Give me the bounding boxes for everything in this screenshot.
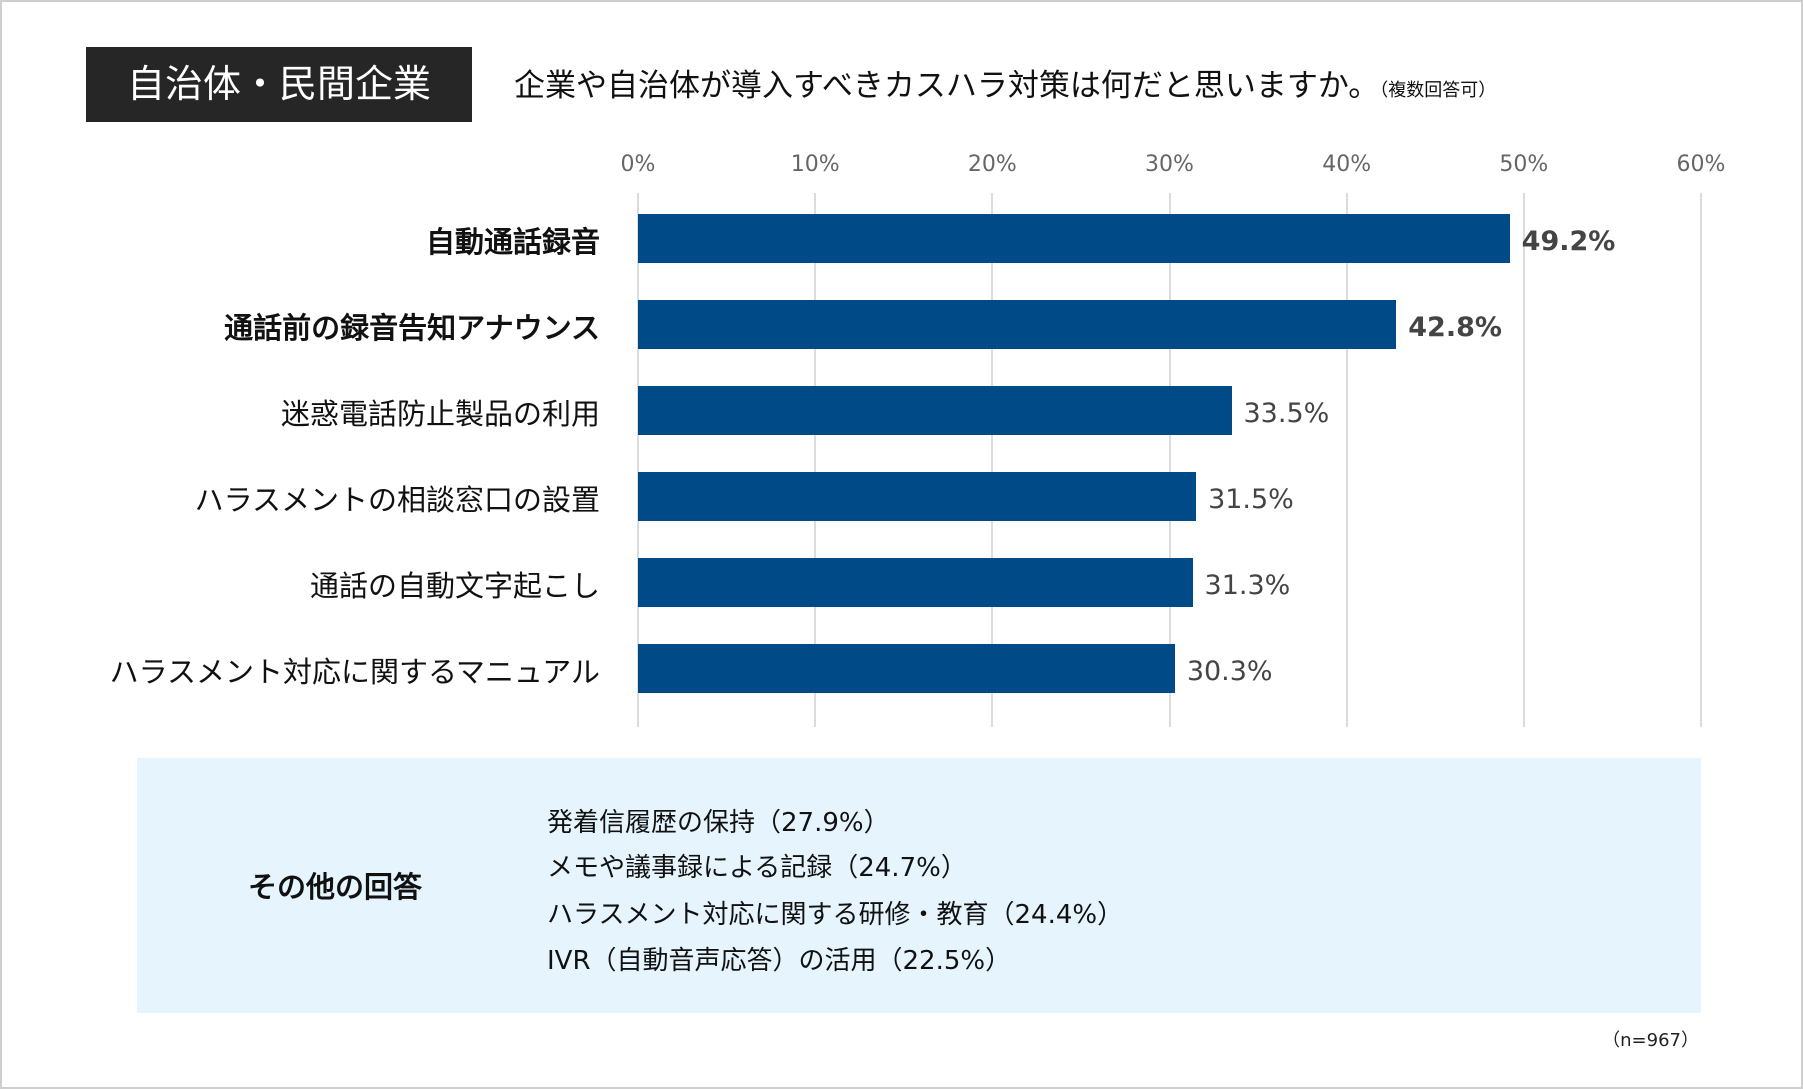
category-label: 迷惑電話防止製品の利用	[280, 397, 600, 431]
value-label: 49.2%	[1521, 226, 1616, 257]
bar	[638, 644, 1175, 693]
other-answer-item: IVR（自動音声応答）の活用（22.5%）	[547, 946, 1012, 976]
category-label: 通話の自動文字起こし	[309, 569, 600, 603]
x-tick-label: 40%	[1322, 152, 1372, 177]
segment-tag: 自治体・民間企業	[86, 47, 472, 122]
bar-chart: 0% 10% 20% 30% 40% 50% 60% 自動通話録音 49.2% 通話前の録音告知ア…	[109, 152, 1726, 727]
category-label: 通話前の録音告知アナウンス	[224, 311, 600, 345]
other-answer-item: ハラスメント対応に関する研修・教育（24.4%）	[547, 900, 1124, 930]
gridline	[1345, 193, 1348, 727]
x-tick-label: 20%	[967, 152, 1017, 177]
gridline	[1522, 193, 1525, 727]
other-answer-item: メモや議事録による記録（24.7%）	[547, 853, 967, 883]
other-answers-heading: その他の回答	[248, 870, 423, 904]
value-label: 31.5%	[1208, 484, 1294, 515]
gridline	[814, 193, 817, 727]
value-label: 31.3%	[1204, 570, 1291, 601]
bar	[638, 300, 1397, 349]
bar	[638, 472, 1197, 521]
gridline	[1168, 193, 1171, 727]
question-text: 企業や自治体が導入すべきカスハラ対策は何だと思いますか。	[514, 68, 1380, 104]
bar	[638, 386, 1232, 435]
chart-question: 企業や自治体が導入すべきカスハラ対策は何だと思いますか。（複数回答可）	[514, 60, 1496, 105]
sample-size: （n=967）	[1602, 1030, 1699, 1051]
x-tick-label: 30%	[1145, 152, 1194, 177]
x-tick-label: 60%	[1676, 152, 1726, 177]
gridline	[1700, 193, 1702, 727]
category-label: 自動通話録音	[425, 225, 600, 259]
gridline	[991, 193, 994, 727]
question-note: （複数回答可）	[1379, 80, 1497, 101]
category-label: ハラスメントの相談窓口の設置	[194, 483, 600, 517]
other-answer-item: 発着信履歴の保持（27.9%）	[547, 808, 890, 838]
x-tick-label: 10%	[790, 152, 840, 177]
category-label: ハラスメント対応に関するマニュアル	[109, 655, 600, 689]
bar	[638, 214, 1510, 263]
value-label: 42.8%	[1408, 312, 1502, 343]
x-tick-label: 50%	[1499, 152, 1549, 177]
gridline	[637, 193, 639, 727]
x-tick-label: 0%	[620, 152, 656, 177]
other-answers-panel	[137, 758, 1701, 1013]
value-label: 30.3%	[1186, 656, 1273, 687]
bar	[638, 558, 1193, 607]
value-label: 33.5%	[1243, 398, 1330, 429]
